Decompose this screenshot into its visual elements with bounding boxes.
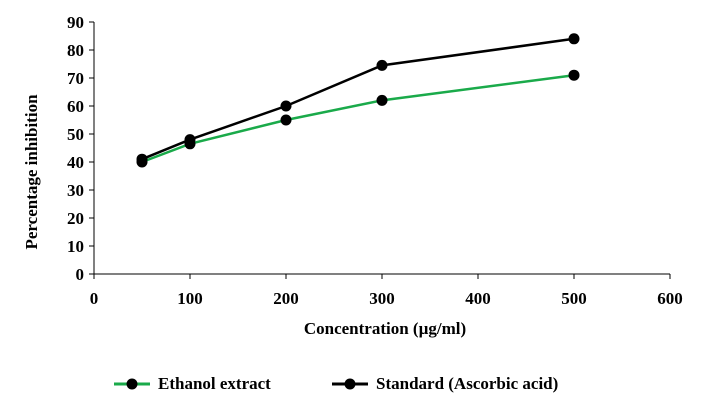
data-point-standard — [568, 33, 580, 45]
x-tick-label: 0 — [90, 289, 99, 308]
x-tick-label: 100 — [177, 289, 203, 308]
legend-label-ethanol-extract: Ethanol extract — [158, 374, 271, 393]
data-point-standard — [184, 134, 196, 146]
data-point-ethanol-extract — [280, 114, 292, 126]
data-point-ethanol-extract — [568, 69, 580, 81]
data-point-ethanol-extract — [376, 94, 388, 106]
legend-label-standard: Standard (Ascorbic acid) — [376, 374, 559, 393]
series-line-ethanol-extract — [141, 73, 575, 164]
legend: Ethanol extract Standard (Ascorbic acid) — [0, 372, 709, 396]
legend-marker-standard — [332, 378, 368, 390]
y-tick-label: 50 — [67, 125, 84, 144]
x-axis-title: Concentration (µg/ml) — [304, 319, 466, 338]
y-tick-label: 90 — [67, 13, 84, 32]
x-tick-label: 600 — [657, 289, 683, 308]
x-tick-label: 300 — [369, 289, 395, 308]
y-tick-label: 30 — [67, 181, 84, 200]
legend-item-standard: Standard (Ascorbic acid) — [330, 372, 558, 396]
y-axis-title: Percentage inhibition — [22, 94, 41, 250]
y-tick-label: 0 — [76, 265, 85, 284]
y-tick-label: 10 — [67, 237, 84, 256]
legend-item-ethanol-extract: Ethanol extract — [112, 372, 271, 396]
data-point-standard — [280, 100, 292, 112]
data-point-standard — [376, 59, 388, 71]
y-tick-label: 60 — [67, 97, 84, 116]
y-tick-label: 40 — [67, 153, 84, 172]
x-tick-label: 400 — [465, 289, 491, 308]
x-tick-label: 200 — [273, 289, 299, 308]
x-tick-label: 500 — [561, 289, 587, 308]
y-tick-label: 80 — [67, 41, 84, 60]
data-point-standard — [136, 153, 148, 165]
y-tick-label: 20 — [67, 209, 84, 228]
series-line-standard — [141, 37, 575, 161]
y-tick-label: 70 — [67, 69, 84, 88]
legend-marker-ethanol-extract — [114, 378, 150, 390]
